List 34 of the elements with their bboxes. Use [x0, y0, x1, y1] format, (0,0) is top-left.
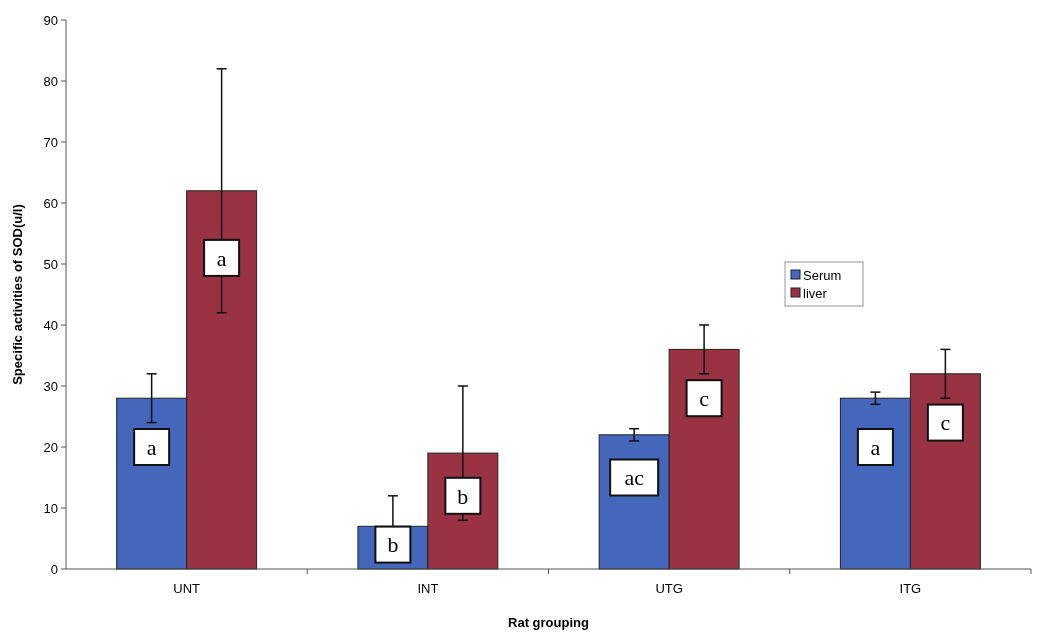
- y-tick-label: 50: [43, 256, 58, 272]
- letter-box: a: [203, 238, 241, 277]
- annotation: a: [146, 434, 157, 460]
- annotation: ac: [624, 465, 645, 491]
- x-tick-label: INT: [417, 581, 439, 596]
- y-axis-title: Specific activities of SOD(u/l): [10, 204, 25, 385]
- letter-box: b: [444, 476, 482, 515]
- annotation: a: [216, 245, 227, 271]
- y-tick-label: 10: [43, 500, 58, 516]
- y-tick-label: 40: [43, 317, 58, 333]
- letter-box: a: [133, 428, 171, 466]
- y-tick-label: 70: [43, 134, 58, 150]
- annotation: c: [699, 385, 710, 411]
- legend-label: Serum: [803, 267, 842, 283]
- y-tick-label: 30: [43, 378, 58, 394]
- letter-box: c: [685, 379, 723, 418]
- x-tick-label: UNT: [173, 581, 201, 596]
- letter-box: a: [856, 428, 894, 466]
- x-tick-label: UTG: [655, 581, 683, 596]
- y-tick-label: 60: [43, 195, 58, 211]
- legend-label: liver: [803, 285, 828, 301]
- letter-box: ac: [609, 458, 660, 497]
- y-tick-label: 0: [50, 561, 58, 577]
- annotation: b: [457, 483, 469, 509]
- y-tick-label: 20: [43, 439, 58, 455]
- y-tick-label: 80: [43, 73, 58, 89]
- letter-box: b: [374, 525, 412, 564]
- annotation: c: [940, 410, 951, 436]
- annotation: b: [387, 532, 399, 558]
- letter-box: c: [926, 403, 964, 442]
- y-tick-label: 90: [43, 12, 58, 28]
- x-tick-label: ITG: [899, 581, 922, 596]
- annotation: a: [870, 434, 881, 460]
- x-axis-title: Rat grouping: [508, 615, 589, 630]
